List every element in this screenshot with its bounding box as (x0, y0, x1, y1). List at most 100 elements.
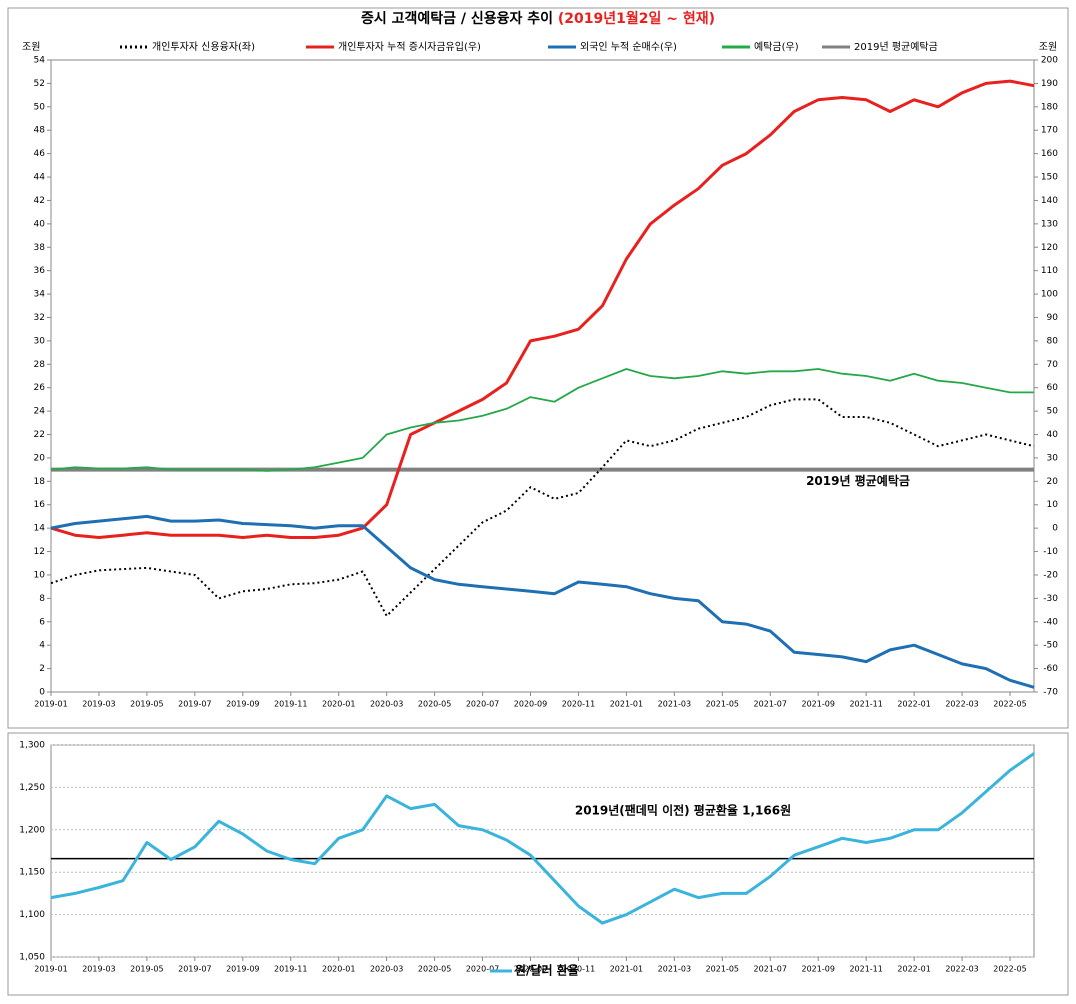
plot-area (50, 744, 1035, 958)
x-tick-label: 2019-05 (130, 700, 163, 709)
title-period: (2019년1월2일 ~ 현재) (558, 10, 715, 27)
legend-label: 개인투자자 누적 증시자금유입(우) (338, 40, 481, 53)
x-tick-label: 2020-07 (466, 965, 499, 974)
y-tick-label: 44 (34, 173, 46, 183)
x-tick-label: 2019-07 (178, 965, 211, 974)
y2-tick-label: 190 (1041, 79, 1058, 89)
top-panel (7, 7, 1069, 729)
x-tick-label: 2021-09 (802, 700, 835, 709)
y-tick-label: 50 (34, 102, 46, 112)
y-tick-label: 2 (39, 664, 45, 674)
y2-tick-label: 70 (1047, 360, 1059, 370)
y-tick-label: 14 (34, 524, 46, 534)
x-tick-label: 2022-01 (897, 700, 930, 709)
reference-annotation: 2019년 평균예탁금 (806, 473, 910, 488)
y2-tick-label: 60 (1047, 383, 1059, 393)
y-tick-label: 40 (34, 219, 46, 229)
x-tick-label: 2022-03 (945, 700, 978, 709)
y2-tick-label: 50 (1047, 407, 1059, 417)
reference-annotation: 2019년(팬데믹 이전) 평균환율 1,166원 (575, 803, 791, 818)
y-tick-label: 34 (34, 290, 46, 300)
x-tick-label: 2022-05 (993, 965, 1026, 974)
y-tick-label: 30 (34, 336, 46, 346)
x-tick-label: 2020-03 (370, 965, 403, 974)
y2-tick-label: 120 (1041, 243, 1058, 253)
x-tick-label: 2019-09 (226, 965, 259, 974)
x-tick-label: 2021-03 (658, 700, 691, 709)
series-line (50, 514, 1035, 689)
x-tick-label: 2020-07 (466, 700, 499, 709)
x-tick-label: 2021-07 (754, 700, 787, 709)
y2-tick-label: 0 (1052, 524, 1058, 534)
y-tick-label: 1,050 (19, 953, 45, 963)
x-tick-label: 2020-09 (514, 965, 547, 974)
y-tick-label: 42 (34, 196, 45, 206)
y-tick-label: 10 (34, 570, 46, 580)
x-tick-label: 2021-09 (802, 965, 835, 974)
x-tick-label: 2021-11 (849, 965, 882, 974)
series-line (50, 79, 1035, 539)
x-tick-label: 2022-05 (993, 700, 1026, 709)
series-line (50, 752, 1035, 925)
y-tick-label: 8 (39, 594, 45, 604)
x-tick-label: 2021-01 (610, 700, 643, 709)
y-tick-label: 32 (34, 313, 45, 323)
plot-area (50, 59, 1035, 693)
y-tick-label: 52 (34, 79, 45, 89)
x-tick-label: 2021-07 (754, 965, 787, 974)
series-line (50, 398, 1035, 617)
y2-tick-label: 140 (1041, 196, 1058, 206)
y2-tick-label: 170 (1041, 126, 1058, 136)
y-tick-label: 1,100 (19, 910, 45, 920)
x-tick-label: 2019-03 (82, 965, 115, 974)
x-tick-label: 2020-05 (418, 700, 451, 709)
legend-label: 개인투자자 신용융자(좌) (152, 41, 255, 53)
y-tick-label: 0 (39, 688, 45, 698)
y-axis-label: 조원 (22, 41, 40, 53)
x-tick-label: 2019-07 (178, 700, 211, 709)
x-tick-label: 2019-09 (226, 700, 259, 709)
x-tick-label: 2021-03 (658, 965, 691, 974)
y-tick-label: 18 (34, 477, 46, 487)
x-tick-label: 2020-01 (322, 700, 355, 709)
bottom-panel (7, 732, 1069, 996)
y2-tick-label: 100 (1041, 290, 1058, 300)
legend-label: 예탁금(우) (754, 41, 799, 53)
y-tick-label: 16 (34, 500, 46, 510)
x-tick-label: 2022-03 (945, 965, 978, 974)
y2-axis-label: 조원 (1039, 41, 1057, 53)
y-tick-label: 48 (34, 126, 46, 136)
y2-tick-label: 130 (1041, 219, 1058, 229)
y2-tick-label: -50 (1043, 641, 1058, 651)
y-tick-label: 36 (34, 266, 46, 276)
x-tick-label: 2020-01 (322, 965, 355, 974)
x-tick-label: 2019-01 (34, 965, 67, 974)
x-tick-label: 2021-05 (706, 700, 739, 709)
y2-tick-label: 110 (1041, 266, 1058, 276)
y2-tick-label: 90 (1047, 313, 1059, 323)
y-tick-label: 46 (34, 149, 46, 159)
chart-title: 증시 고객예탁금 / 신용융자 추이 (2019년1월2일 ~ 현재) (361, 10, 715, 27)
x-tick-label: 2019-03 (82, 700, 115, 709)
x-tick-label: 2020-05 (418, 965, 451, 974)
x-tick-label: 2019-11 (274, 965, 307, 974)
x-tick-label: 2022-01 (897, 965, 930, 974)
y-tick-label: 4 (39, 641, 45, 651)
y-tick-label: 1,300 (19, 741, 45, 751)
legend-label: 외국인 누적 순매수(우) (580, 41, 677, 53)
x-tick-label: 2019-05 (130, 965, 163, 974)
y2-tick-label: 200 (1041, 56, 1058, 66)
y-tick-label: 12 (34, 547, 45, 557)
x-tick-label: 2019-01 (34, 700, 67, 709)
y-tick-label: 24 (34, 407, 46, 417)
x-tick-label: 2020-09 (514, 700, 547, 709)
y2-tick-label: 30 (1047, 453, 1059, 463)
y2-tick-label: 80 (1047, 336, 1059, 346)
y-tick-label: 26 (34, 383, 46, 393)
y-tick-label: 1,150 (19, 868, 45, 878)
y2-tick-label: 150 (1041, 173, 1058, 183)
x-tick-label: 2020-03 (370, 700, 403, 709)
x-tick-label: 2020-11 (562, 965, 595, 974)
legend-label: 원/달러 환율 (515, 963, 579, 978)
